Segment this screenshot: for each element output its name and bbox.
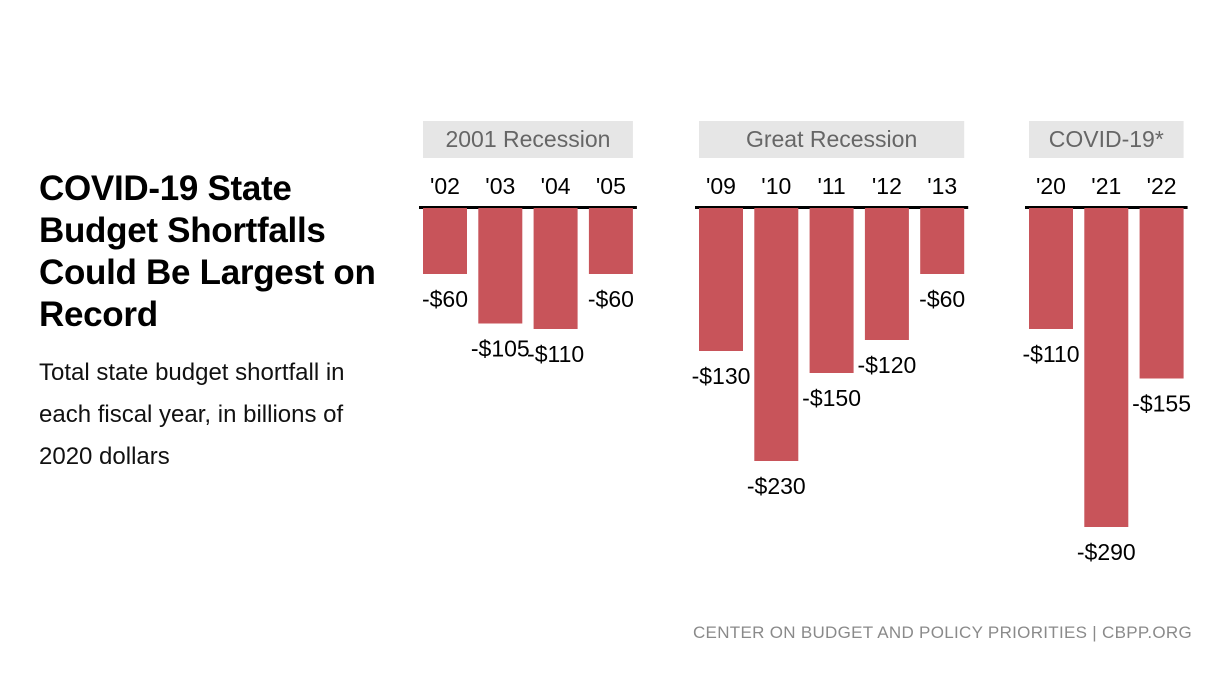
x-tick-label: '13 <box>927 173 957 199</box>
chart-title: COVID-19 State Budget Shortfalls Could B… <box>39 169 376 334</box>
bar <box>699 208 743 351</box>
x-tick-label: '20 <box>1036 173 1066 199</box>
data-label: -$150 <box>802 385 861 411</box>
group-header-bg <box>423 121 633 158</box>
bar <box>478 208 523 324</box>
group-header-label: COVID-19* <box>1049 126 1164 152</box>
x-tick-label: '11 <box>817 173 845 199</box>
x-tick-label: '10 <box>761 173 791 199</box>
data-label: -$155 <box>1132 391 1191 417</box>
bar <box>533 208 578 329</box>
x-tick-label: '21 <box>1091 173 1121 199</box>
data-label: -$120 <box>857 352 916 378</box>
group-header-bg <box>699 121 965 158</box>
bar <box>864 208 909 340</box>
data-label: -$110 <box>1022 341 1079 367</box>
x-tick-label: '03 <box>485 173 515 199</box>
bar <box>1029 208 1073 329</box>
x-tick-label: '04 <box>541 173 571 199</box>
x-tick-label: '22 <box>1147 173 1177 199</box>
data-label: -$230 <box>747 473 806 499</box>
x-tick-label: '12 <box>872 173 902 199</box>
data-label: -$60 <box>422 286 468 312</box>
data-label: -$60 <box>588 286 634 312</box>
axis-baseline <box>695 206 969 209</box>
x-tick-label: '02 <box>430 173 460 199</box>
data-label: -$105 <box>471 336 530 362</box>
chart-subtitle: Total state budget shortfall in each fis… <box>39 359 345 470</box>
bar <box>1084 208 1129 527</box>
axis-baseline <box>419 206 637 209</box>
group-header-label: 2001 Recession <box>445 126 610 152</box>
x-tick-label: '09 <box>706 173 736 199</box>
bar <box>754 208 799 461</box>
data-label: -$60 <box>919 286 965 312</box>
bar <box>1139 208 1184 379</box>
bar <box>588 208 633 274</box>
bar <box>809 208 854 373</box>
data-label: -$290 <box>1077 539 1136 565</box>
x-tick-label: '05 <box>596 173 626 199</box>
group-header-bg <box>1029 121 1184 158</box>
bar <box>423 208 467 274</box>
footer-credit: CENTER ON BUDGET AND POLICY PRIORITIES |… <box>692 623 1192 642</box>
data-label: -$110 <box>527 341 584 367</box>
data-label: -$130 <box>692 363 751 389</box>
axis-baseline <box>1025 206 1188 209</box>
bar <box>920 208 965 274</box>
group-header-label: Great Recession <box>746 126 917 152</box>
